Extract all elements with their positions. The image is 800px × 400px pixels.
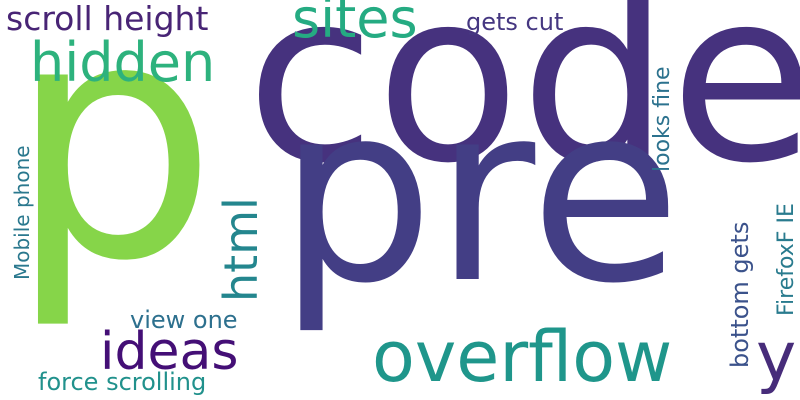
word-pre: pre <box>278 52 682 338</box>
word-firefox-ie: FirefoxF IE <box>774 203 799 316</box>
word-y: y <box>756 318 797 397</box>
word-hidden: hidden <box>30 31 216 94</box>
word-html: html <box>214 197 268 302</box>
word-p: p <box>8 0 218 333</box>
word-looks-fine: looks fine <box>650 66 675 172</box>
word-overflow: overflow <box>372 316 673 398</box>
word-sites: sites <box>292 0 418 50</box>
word-ideas: ideas <box>100 322 239 382</box>
word-code: code <box>246 0 800 215</box>
word-scroll-height: scroll height <box>6 0 209 38</box>
word-force-scrolling: force scrolling <box>38 368 207 396</box>
word-mobile-phone: Mobile phone <box>10 145 34 280</box>
word-gets-cut: gets cut <box>466 8 564 36</box>
word-bottom-gets: bottom gets <box>726 221 754 368</box>
word-view-one: view one <box>130 306 238 334</box>
